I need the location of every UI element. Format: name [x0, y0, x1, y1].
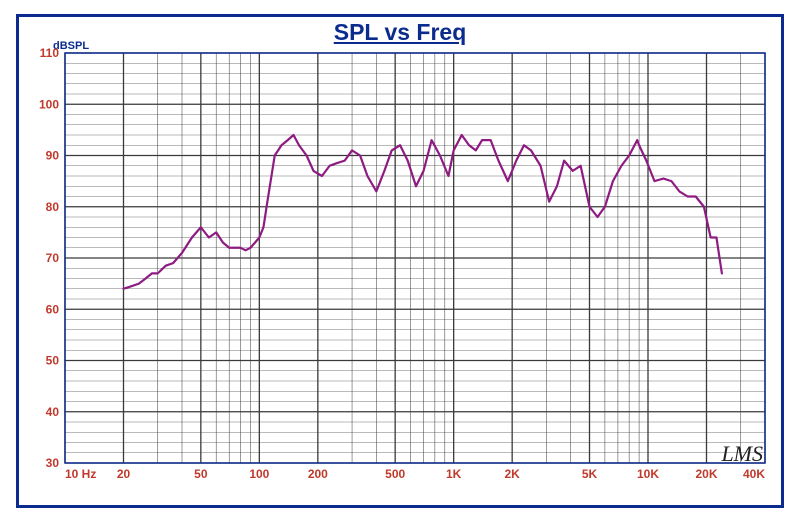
- x-tick-label: 10K: [637, 467, 659, 481]
- y-tick-label: 70: [46, 251, 60, 265]
- x-tick-label: 10 Hz: [65, 467, 96, 481]
- y-tick-label: 90: [46, 149, 60, 163]
- plot-area: 10 Hz20501002005001K2K5K10K20K40K3040506…: [65, 53, 765, 463]
- y-tick-label: 60: [46, 302, 60, 316]
- x-tick-label: 40K: [743, 467, 765, 481]
- outer-frame: SPL vs Freq dBSPL 10 Hz20501002005001K2K…: [0, 0, 800, 522]
- chart-svg: 10 Hz20501002005001K2K5K10K20K40K3040506…: [65, 53, 765, 485]
- y-tick-label: 30: [46, 456, 60, 470]
- x-tick-label: 2K: [504, 467, 520, 481]
- x-tick-label: 200: [308, 467, 328, 481]
- y-tick-label: 100: [39, 97, 59, 111]
- x-tick-label: 20: [117, 467, 131, 481]
- chart-title: SPL vs Freq: [19, 19, 781, 46]
- y-tick-label: 40: [46, 405, 60, 419]
- watermark: LMS: [721, 441, 763, 467]
- chart-panel: SPL vs Freq dBSPL 10 Hz20501002005001K2K…: [16, 14, 784, 508]
- y-tick-label: 50: [46, 354, 60, 368]
- x-tick-label: 5K: [582, 467, 598, 481]
- x-tick-label: 500: [385, 467, 405, 481]
- y-tick-label: 110: [40, 46, 60, 60]
- x-tick-label: 1K: [446, 467, 462, 481]
- x-tick-label: 50: [194, 467, 208, 481]
- x-tick-label: 100: [249, 467, 269, 481]
- y-tick-label: 80: [46, 200, 60, 214]
- x-tick-label: 20K: [695, 467, 717, 481]
